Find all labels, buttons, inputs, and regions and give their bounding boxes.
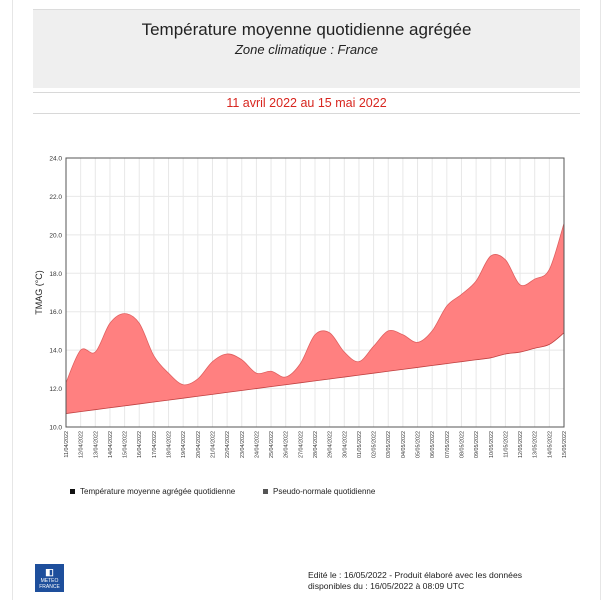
header-panel: Température moyenne quotidienne agrégée … [33,9,580,88]
y-tick-label: 24.0 [49,156,62,163]
legend-label-normal: Pseudo-normale quotidienne [273,487,376,496]
x-tick-label: 05/05/2022 [416,431,422,458]
x-tick-label: 06/05/2022 [430,431,436,458]
x-tick-label: 19/04/2022 [181,431,187,458]
x-tick-label: 15/05/2022 [562,431,568,458]
legend-item-temperature: Température moyenne agrégée quotidienne [70,487,235,496]
x-tick-label: 29/04/2022 [328,431,334,458]
x-tick-label: 30/04/2022 [342,431,348,458]
x-tick-label: 27/04/2022 [298,431,304,458]
x-tick-label: 11/05/2022 [503,431,509,458]
x-tick-label: 13/04/2022 [93,431,99,458]
y-tick-label: 20.0 [49,232,62,239]
y-tick-label: 18.0 [49,271,62,278]
logo-mark-icon: ◧ [45,567,54,577]
legend-swatch-temperature [70,489,75,495]
x-tick-label: 04/05/2022 [401,431,407,458]
y-tick-label: 22.0 [49,194,62,201]
x-tick-label: 15/04/2022 [123,431,129,458]
logo-text-line2: FRANCE [39,584,60,590]
chart-title: Température moyenne quotidienne agrégée [141,20,472,39]
date-range-band: 11 avril 2022 au 15 mai 2022 [33,92,580,114]
x-tick-label: 02/05/2022 [372,431,378,458]
x-tick-label: 08/05/2022 [459,431,465,458]
x-tick-label: 13/05/2022 [533,431,539,458]
x-tick-label: 07/05/2022 [445,431,451,458]
x-tick-label: 14/04/2022 [108,431,114,458]
date-range: 11 avril 2022 au 15 mai 2022 [226,96,387,110]
x-tick-label: 12/05/2022 [518,431,524,458]
x-tick-label: 14/05/2022 [547,431,553,458]
series-temperature-line [65,223,565,386]
x-tick-label: 16/04/2022 [137,431,143,458]
y-axis-label: TMAG (°C) [34,270,44,315]
x-tick-label: 12/04/2022 [79,431,85,458]
frame-right-border [600,0,601,600]
x-tick-label: 25/04/2022 [269,431,275,458]
legend-swatch-normal [263,489,268,495]
x-tick-label: 23/04/2022 [240,431,246,458]
x-tick-label: 09/05/2022 [474,431,480,458]
footer-edition-info: Edité le : 16/05/2022 - Produit élaboré … [308,570,522,592]
x-tick-label: 17/04/2022 [152,431,158,458]
y-tick-label: 16.0 [49,309,62,316]
x-tick-label: 03/05/2022 [386,431,392,458]
anomaly-area [66,223,564,414]
x-tick-label: 18/04/2022 [167,431,173,458]
plot-border [65,157,565,428]
x-tick-label: 26/04/2022 [284,431,290,458]
y-tick-label: 10.0 [49,425,62,432]
x-tick-label: 10/05/2022 [489,431,495,458]
logo-text-line1: METEO [40,578,59,584]
x-tick-label: 20/04/2022 [196,431,202,458]
series-normal-line [65,332,565,414]
footer-line-2: disponibles du : 16/05/2022 à 08:09 UTC [308,581,465,591]
y-tick-label: 14.0 [49,348,62,355]
legend-label-temperature: Température moyenne agrégée quotidienne [80,487,236,496]
x-tick-label: 24/04/2022 [254,431,260,458]
x-tick-label: 28/04/2022 [313,431,319,458]
y-tick-label: 12.0 [49,386,62,393]
x-tick-label: 22/04/2022 [225,431,231,458]
x-tick-label: 01/05/2022 [357,431,363,458]
footer-line-1: Edité le : 16/05/2022 - Produit élaboré … [308,570,523,580]
legend-item-normal: Pseudo-normale quotidienne [263,487,375,496]
meteo-france-logo: ◧ METEO FRANCE [35,564,64,592]
frame-left-border [12,0,13,600]
chart-subtitle: Zone climatique : France [234,42,379,57]
x-tick-label: 11/04/2022 [64,431,70,458]
x-tick-label: 21/04/2022 [210,431,216,458]
